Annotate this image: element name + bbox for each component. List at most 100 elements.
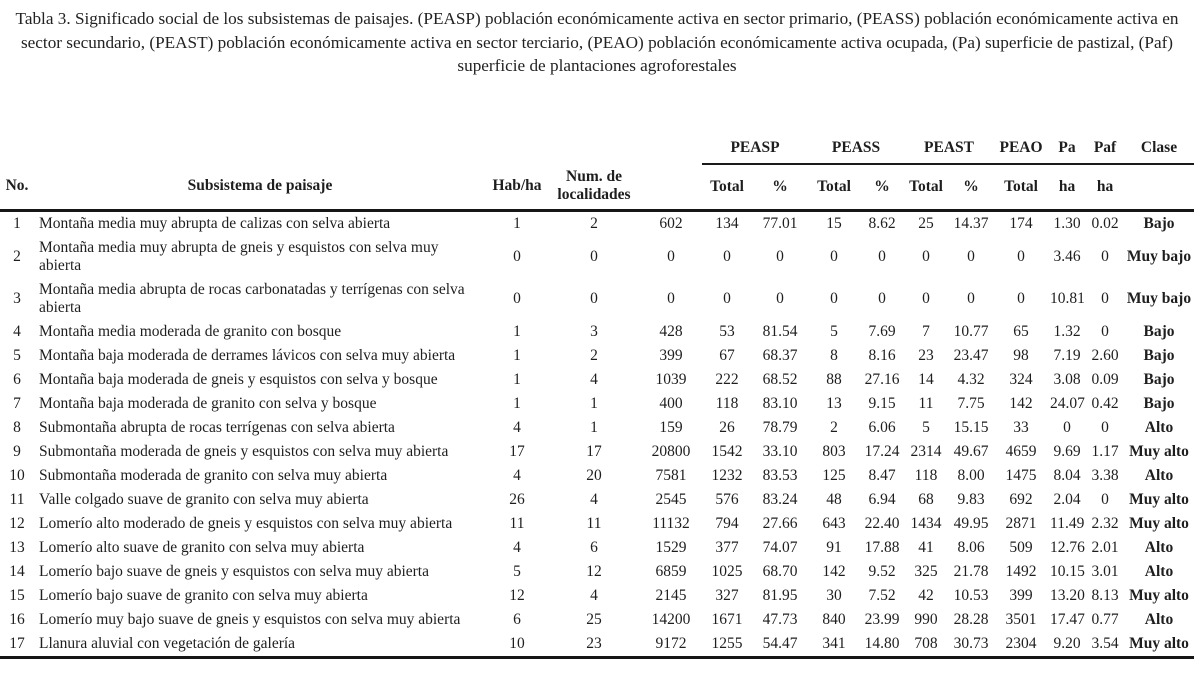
no-cell: 11 [9,490,25,508]
peass-total-cell: 643 [822,514,846,532]
no-cell: 9 [13,442,21,460]
table-row: 8 Submontaña abrupta de rocas terrígenas … [0,416,1194,440]
peast-pct-cell: 30.73 [948,631,995,659]
peasp-pct-cell: 77.01 [762,214,798,232]
column-header-peasp-total: Total [702,163,753,212]
subsystem-name-cell: Lomerío alto suave de granito con selva … [39,538,365,556]
hab-ha-cell: 6 [513,610,521,628]
table-row: 12 Lomerío alto moderado de gneis y esqui… [0,512,1194,536]
landscape-subsystems-table: PEASP PEASS PEAST PEAO Pa Paf Clase No. … [0,122,1194,659]
peao-total-cell: 65 [1013,322,1029,340]
group-header-peast: PEAST [904,122,995,165]
peasp-total-cell: 118 [715,394,739,412]
peasp-total-cell: 794 [715,514,739,532]
clase-cell: Alto [1144,562,1174,580]
peass-pct-cell: 23.99 [864,610,900,628]
num-localidades-cell: 17 [586,442,602,460]
peast-pct-cell: 10.53 [953,586,989,604]
paf-ha-cell: 0 [1101,289,1109,307]
table-body: 1 Montaña media muy abrupta de calizas co… [0,210,1194,659]
peao-total-cell: 3501 [1005,610,1037,628]
poblacion-cell: 1529 [655,538,687,556]
no-cell: 3 [13,289,21,307]
peass-pct-cell: 17.24 [864,442,900,460]
num-localidades-cell: 23 [548,631,640,659]
column-header-peast-total: Total [904,163,949,212]
peass-total-cell: 0 [830,289,838,307]
peast-total-cell: 708 [904,631,949,659]
peao-total-cell: 324 [1009,370,1033,388]
num-localidades-cell: 6 [590,538,598,556]
pa-ha-cell: 9.69 [1053,442,1081,460]
peass-total-cell: 142 [822,562,846,580]
peass-total-cell: 341 [808,631,861,659]
table-row: 16 Lomerío muy bajo suave de gneis y esqu… [0,608,1194,632]
peasp-total-cell: 1025 [711,562,743,580]
pa-ha-cell: 3.08 [1053,370,1081,388]
peast-pct-cell: 0 [967,247,975,265]
pa-ha-cell: 12.76 [1050,538,1085,556]
num-localidades-cell: 11 [586,514,602,532]
column-header-hab-ha: Hab/ha [486,163,548,212]
peass-total-cell: 48 [826,490,842,508]
column-header-paf-ha: ha [1086,163,1125,212]
num-localidades-cell: 2 [590,346,598,364]
peao-total-cell: 399 [1009,586,1033,604]
clase-cell: Alto [1144,538,1174,556]
pa-ha-cell: 11.49 [1050,514,1085,532]
num-localidades-cell: 25 [586,610,602,628]
peass-pct-cell: 27.16 [864,370,900,388]
peao-total-cell: 33 [1013,418,1029,436]
peasp-total-cell: 1255 [702,631,753,659]
paf-ha-cell: 2.01 [1091,538,1119,556]
peast-pct-cell: 28.28 [953,610,989,628]
clase-cell: Bajo [1143,394,1175,412]
peast-pct-cell: 21.78 [953,562,989,580]
column-header-peast-pct: % [948,163,995,212]
peass-total-cell: 125 [822,466,846,484]
peao-total-cell: 4659 [1005,442,1037,460]
peasp-pct-cell: 83.10 [762,394,798,412]
peass-pct-cell: 9.52 [868,562,896,580]
num-localidades-cell: 1 [590,418,598,436]
clase-cell: Muy alto [1129,514,1189,532]
peast-pct-cell: 49.95 [953,514,989,532]
column-header-row: No. Subsistema de paisaje Hab/ha Num. de… [0,163,1194,212]
peasp-pct-cell: 33.10 [762,442,798,460]
peast-total-cell: 325 [914,562,938,580]
peasp-pct-cell: 54.47 [752,631,809,659]
hab-ha-cell: 0 [513,247,521,265]
poblacion-cell: 428 [659,322,683,340]
peao-total-cell: 98 [1013,346,1029,364]
hab-ha-cell: 11 [509,514,525,532]
no-cell: 17 [0,631,34,659]
peast-total-cell: 5 [922,418,930,436]
hab-ha-cell: 5 [513,562,521,580]
peass-pct-cell: 0 [878,289,886,307]
column-header-num-localidades: Num. de localidades [548,163,640,212]
peass-total-cell: 840 [822,610,846,628]
peast-pct-cell: 49.67 [953,442,989,460]
table-row: 4 Montaña media moderada de granito con b… [0,320,1194,344]
num-localidades-cell: 0 [590,247,598,265]
peasp-pct-cell: 78.79 [762,418,798,436]
table-row: 2 Montaña media muy abrupta de gneis y es… [0,236,1194,278]
poblacion-cell: 399 [659,346,683,364]
no-cell: 14 [9,562,25,580]
num-localidades-cell: 12 [586,562,602,580]
peasp-total-cell: 327 [715,586,739,604]
peasp-total-cell: 1671 [711,610,743,628]
peasp-total-cell: 377 [715,538,739,556]
paf-ha-cell: 0 [1101,490,1109,508]
pa-ha-cell: 10.15 [1050,562,1085,580]
peasp-total-cell: 53 [719,322,735,340]
clase-cell: Bajo [1143,322,1175,340]
paf-ha-cell: 0 [1101,247,1109,265]
group-header-pa: Pa [1048,122,1087,165]
paf-ha-cell: 1.17 [1091,442,1119,460]
peast-pct-cell: 8.06 [957,538,985,556]
column-header-no: No. [0,163,34,212]
subsystem-name-cell: Montaña media muy abrupta de calizas con… [39,214,391,232]
table-row: 13 Lomerío alto suave de granito con selv… [0,536,1194,560]
